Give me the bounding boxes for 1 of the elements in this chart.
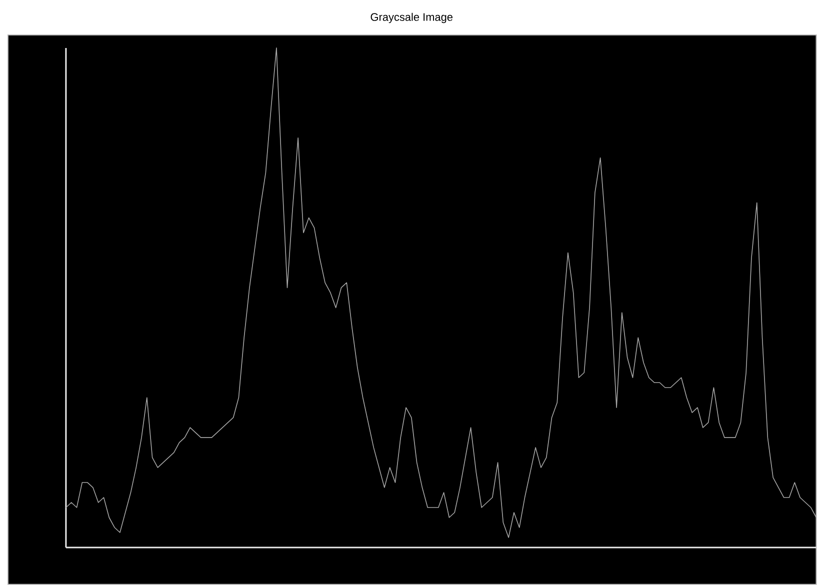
chart-title: Graycsale Image	[370, 12, 452, 24]
